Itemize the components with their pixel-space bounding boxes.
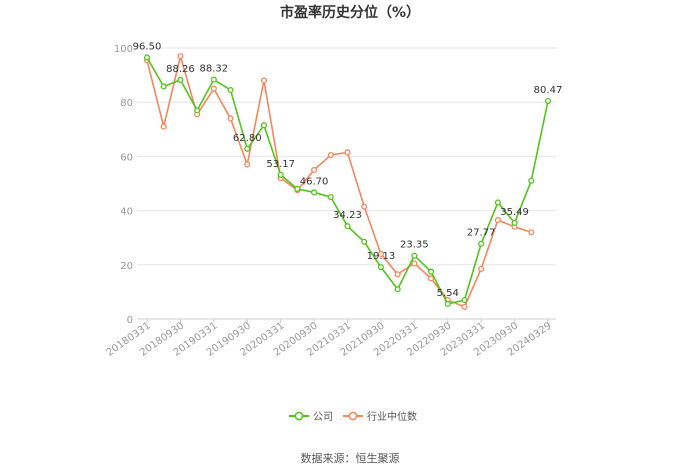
data-point bbox=[210, 85, 217, 92]
data-point bbox=[194, 107, 201, 114]
data-point bbox=[427, 268, 435, 275]
y-tick-label: 20 bbox=[120, 261, 133, 272]
data-label: 19.13 bbox=[367, 251, 396, 262]
label-layer: 96.50 88.26 88.32 62.80 53.17 46.70 34.23 19.13… bbox=[133, 41, 563, 299]
data-label: 5.54 bbox=[437, 288, 459, 299]
y-tick-label: 60 bbox=[120, 152, 133, 163]
data-point bbox=[528, 177, 535, 184]
data-point bbox=[177, 53, 184, 60]
data-point bbox=[461, 296, 468, 304]
data-label: 35.49 bbox=[500, 207, 529, 218]
y-tick-label: 40 bbox=[120, 207, 133, 218]
data-point bbox=[294, 185, 301, 192]
data-point bbox=[344, 149, 351, 156]
data-point bbox=[327, 151, 334, 159]
legend-marker bbox=[348, 411, 358, 421]
data-point bbox=[478, 240, 485, 247]
data-label: 27.77 bbox=[467, 228, 496, 239]
data-point bbox=[143, 54, 151, 61]
data-point bbox=[260, 77, 268, 84]
data-label: 46.70 bbox=[300, 176, 329, 187]
data-point bbox=[361, 203, 368, 210]
data-point bbox=[160, 83, 167, 90]
source-text: 数据来源：恒生聚源 bbox=[301, 451, 400, 465]
data-point bbox=[444, 300, 451, 308]
data-point bbox=[244, 145, 251, 152]
data-label: 88.26 bbox=[166, 64, 195, 75]
grid-layer bbox=[137, 47, 556, 320]
data-label: 62.80 bbox=[233, 133, 262, 144]
legend-label: 公司 bbox=[313, 412, 333, 423]
data-label: 34.23 bbox=[333, 210, 362, 221]
y-tick-label: 0 bbox=[127, 315, 133, 326]
data-point bbox=[361, 238, 368, 245]
data-point bbox=[494, 199, 501, 206]
legend: 公司 行业中位数 bbox=[289, 410, 417, 423]
data-point bbox=[544, 97, 552, 104]
data-point bbox=[177, 76, 184, 83]
legend-label: 行业中位数 bbox=[367, 410, 417, 423]
data-point bbox=[461, 303, 468, 310]
data-label: 96.50 bbox=[133, 41, 162, 52]
data-point bbox=[478, 265, 485, 272]
data-label: 53.17 bbox=[266, 159, 295, 170]
data-point bbox=[494, 217, 501, 224]
data-point bbox=[511, 219, 518, 226]
data-point bbox=[227, 115, 234, 122]
data-label: 88.32 bbox=[200, 64, 229, 75]
data-point bbox=[160, 123, 167, 130]
data-point bbox=[411, 260, 418, 267]
series-line bbox=[146, 57, 549, 305]
y-tick-label: 80 bbox=[120, 98, 133, 109]
legend-marker bbox=[294, 411, 304, 421]
data-point bbox=[394, 286, 401, 293]
data-point bbox=[344, 223, 351, 230]
legend-item[interactable]: 行业中位数 bbox=[343, 410, 417, 423]
legend-item[interactable]: 公司 bbox=[289, 411, 333, 423]
series-layer bbox=[143, 52, 552, 310]
data-point bbox=[377, 250, 384, 258]
data-label: 80.47 bbox=[534, 85, 563, 96]
data-point bbox=[411, 252, 418, 259]
data-point bbox=[260, 122, 268, 129]
data-point bbox=[394, 271, 401, 278]
y-tick-label: 100 bbox=[114, 44, 133, 55]
data-point bbox=[311, 166, 318, 174]
data-point bbox=[327, 194, 334, 201]
data-point bbox=[377, 264, 384, 271]
data-point bbox=[311, 189, 318, 196]
data-point bbox=[427, 275, 435, 282]
chart-title: 市盈率历史分位（%） bbox=[280, 4, 420, 21]
data-point bbox=[277, 171, 284, 178]
data-point bbox=[210, 76, 217, 83]
data-point bbox=[244, 161, 251, 168]
data-point bbox=[227, 86, 234, 94]
data-label: 23.35 bbox=[400, 240, 429, 251]
data-point bbox=[528, 229, 535, 236]
